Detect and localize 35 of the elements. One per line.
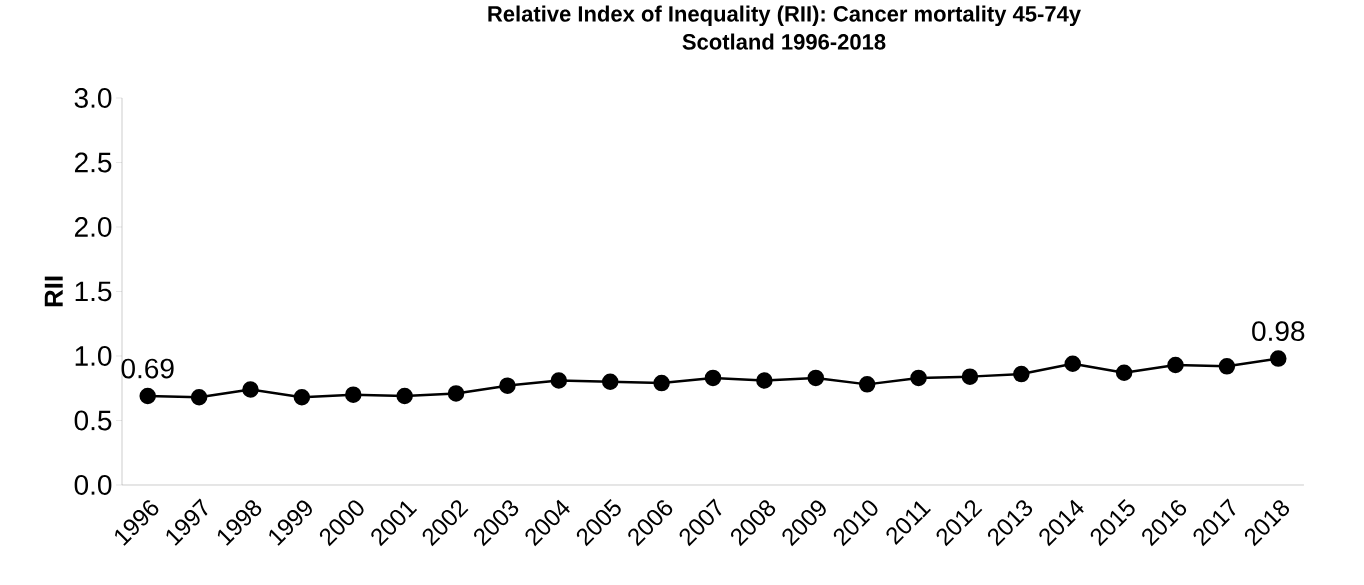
text: 3.0	[74, 88, 112, 108]
data-label: 0.69	[121, 358, 174, 379]
point	[345, 386, 362, 403]
point	[756, 372, 773, 389]
data-label: 0.98	[1252, 321, 1305, 342]
point	[447, 385, 465, 402]
point	[1115, 364, 1133, 382]
point	[499, 377, 516, 394]
point	[601, 373, 619, 391]
y-axis-title: RII	[44, 276, 63, 307]
point	[139, 387, 156, 405]
text: 0.0	[74, 475, 112, 495]
chart-subtitle: Scotland 1996-2018	[682, 33, 886, 50]
point	[1218, 358, 1236, 375]
text: 1.5	[75, 281, 112, 302]
text: 2.0	[74, 217, 112, 237]
text: 1.0	[75, 346, 112, 366]
chart-title: Relative Index of Inequality (RII): Cancer mortality 45-74y	[488, 5, 1081, 27]
point	[961, 368, 979, 385]
point	[550, 372, 568, 389]
point	[396, 387, 413, 405]
point	[242, 381, 259, 398]
point	[1167, 356, 1184, 374]
point	[1013, 365, 1030, 383]
point	[1270, 350, 1287, 367]
point	[653, 374, 670, 392]
point	[807, 369, 825, 387]
point	[1064, 355, 1081, 372]
text: 0.5	[74, 410, 112, 431]
point	[704, 369, 722, 387]
text: 2.5	[74, 152, 112, 173]
point	[858, 376, 876, 393]
point	[190, 389, 208, 406]
point	[910, 369, 927, 387]
point	[293, 389, 311, 406]
